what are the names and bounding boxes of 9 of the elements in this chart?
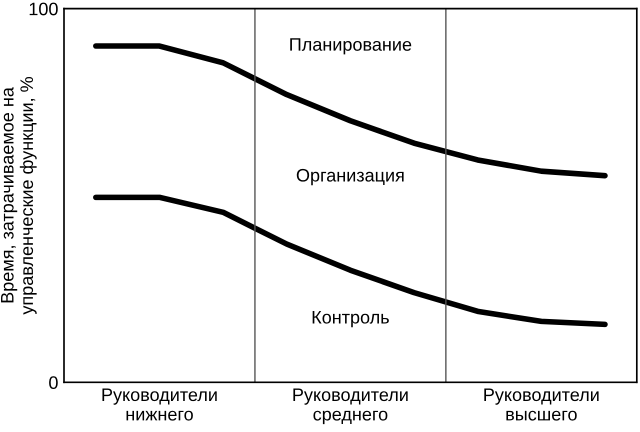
annotation: Планирование bbox=[290, 38, 412, 54]
annotation: Контроль bbox=[312, 311, 389, 328]
x-tick-label: Руководители среднего bbox=[293, 388, 408, 424]
x-tick-label: Руководители высшего bbox=[484, 388, 599, 421]
x-tick-label: Руководители нижнего bbox=[102, 388, 217, 421]
y-axis-title: Время, затрачиваемое на управленческие функции, % bbox=[1, 76, 37, 315]
annotation: Организация bbox=[296, 168, 404, 186]
y-tick-label: 100 bbox=[30, 2, 58, 16]
y-tick-label: 0 bbox=[49, 376, 58, 390]
